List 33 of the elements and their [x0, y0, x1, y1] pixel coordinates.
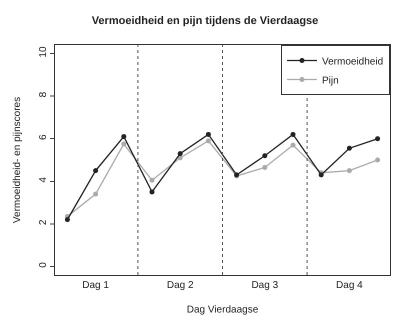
- y-tick-label: 2: [38, 219, 49, 226]
- x-axis-title: Dag Vierdaagse: [186, 304, 259, 316]
- point: [121, 134, 126, 140]
- y-axis-title: Vermoeidheid- en pijnscores: [12, 96, 23, 224]
- y-tick-label: 8: [38, 91, 49, 98]
- y-tick-label: 4: [38, 176, 49, 183]
- y-tick-label: 0: [38, 262, 49, 268]
- point: [262, 164, 268, 170]
- point: [64, 217, 70, 222]
- point: [346, 146, 352, 151]
- point: [150, 178, 154, 183]
- legend-label: Vermoeidheid: [322, 56, 384, 68]
- point: [290, 142, 296, 148]
- y-tick-label: 6: [38, 134, 49, 140]
- point: [178, 151, 183, 156]
- point: [206, 138, 211, 144]
- x-tick-label: Dag 3: [251, 280, 279, 291]
- point: [121, 142, 126, 147]
- x-tick-label: Dag 4: [336, 280, 364, 291]
- point: [290, 132, 296, 137]
- point: [93, 168, 98, 174]
- point: [375, 158, 380, 162]
- point: [346, 168, 352, 174]
- point: [206, 132, 211, 137]
- point: [375, 136, 380, 142]
- point: [150, 189, 154, 194]
- legend-label: Pijn: [322, 75, 339, 86]
- chart-title: Vermoeidheid en pijn tijdens de Vierdaagse: [92, 15, 318, 28]
- y-tick-label: 10: [38, 46, 49, 58]
- x-tick-label: Dag 2: [166, 280, 194, 291]
- point: [262, 153, 268, 158]
- point: [93, 192, 98, 197]
- x-tick-label: Dag 1: [82, 280, 110, 291]
